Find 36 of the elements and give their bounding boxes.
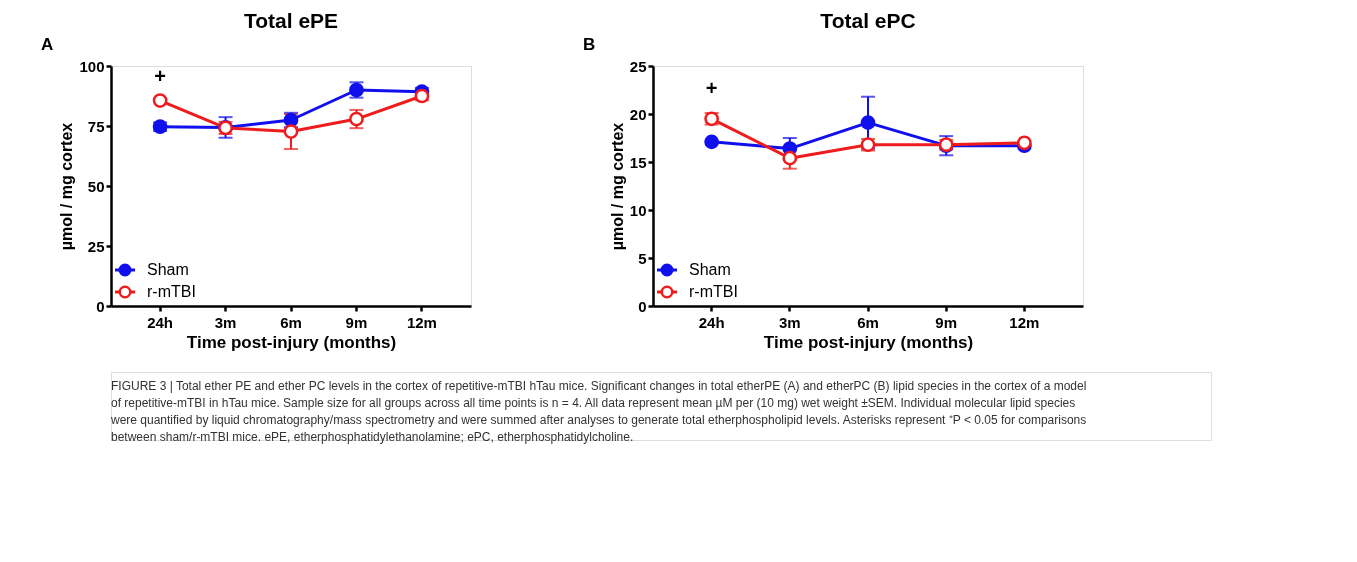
y-tick-label: 20 bbox=[629, 105, 647, 123]
y-tick-label: 50 bbox=[87, 177, 105, 195]
annotation: + bbox=[705, 77, 718, 100]
legend-label: Sham bbox=[147, 261, 189, 278]
y-tick-label: 100 bbox=[79, 57, 105, 75]
chart-title: Total ePC bbox=[820, 9, 916, 32]
y-tick-label: 15 bbox=[629, 153, 647, 171]
x-axis-title: Time post-injury (months) bbox=[763, 332, 974, 352]
y-tick-label: 25 bbox=[629, 57, 647, 75]
x-tick-label: 9m bbox=[345, 313, 368, 331]
x-tick-label: 12m bbox=[406, 313, 437, 331]
y-tick-label: 0 bbox=[638, 297, 647, 315]
x-tick-label: 6m bbox=[280, 313, 302, 331]
y-tick-label: 25 bbox=[87, 237, 105, 255]
legend-label: r-mTBI bbox=[689, 283, 738, 300]
text: A bbox=[41, 35, 54, 54]
x-tick-label: 12m bbox=[1009, 313, 1040, 331]
x-tick-label: 24h bbox=[147, 313, 174, 331]
legend-label: Sham bbox=[689, 261, 731, 278]
y-tick-label: 5 bbox=[638, 249, 647, 267]
y-tick-label: 0 bbox=[96, 297, 105, 315]
x-tick-label: 3m bbox=[778, 313, 801, 331]
y-tick-label: 10 bbox=[629, 201, 647, 219]
y-tick-label: 75 bbox=[87, 117, 105, 135]
x-tick-label: 6m bbox=[857, 313, 879, 331]
annotation: + bbox=[154, 64, 166, 87]
x-tick-label: 24h bbox=[698, 313, 725, 331]
text: B bbox=[583, 35, 596, 54]
chart-title: Total ePE bbox=[243, 9, 339, 32]
x-axis-title: Time post-injury (months) bbox=[186, 332, 397, 352]
legend-label: r-mTBI bbox=[147, 283, 196, 300]
x-tick-label: 9m bbox=[935, 313, 958, 331]
y-axis-title: µmol / mg cortex bbox=[608, 122, 626, 251]
x-tick-label: 3m bbox=[214, 313, 237, 331]
caption: FIGURE 3 | Total ether PE and ether PC levels in the cortex of repetitive-mTBI hTau mice. Significant changes in total etherPE (A) and etherPC (B) lipid species in the cortex of a model of repetitive-mTBI in hTau mice. Sample size for all groups across all time points is n = 4. All data represent mean µM per (10 mg) wet weight ±SEM. Individual molecular lipid species were quantified by liquid chromatography/mass spectrometry and were summed after analyses to generate total etherphospholipid levels. Asterisks represent ⁺P < 0.05 for comparisons between sham/r-mTBI mice. ePE, etherphosphatidylethanolamine; ePC, etherphosphatidylcholine. bbox=[110, 378, 1087, 444]
y-axis-title: µmol / mg cortex bbox=[58, 122, 76, 251]
